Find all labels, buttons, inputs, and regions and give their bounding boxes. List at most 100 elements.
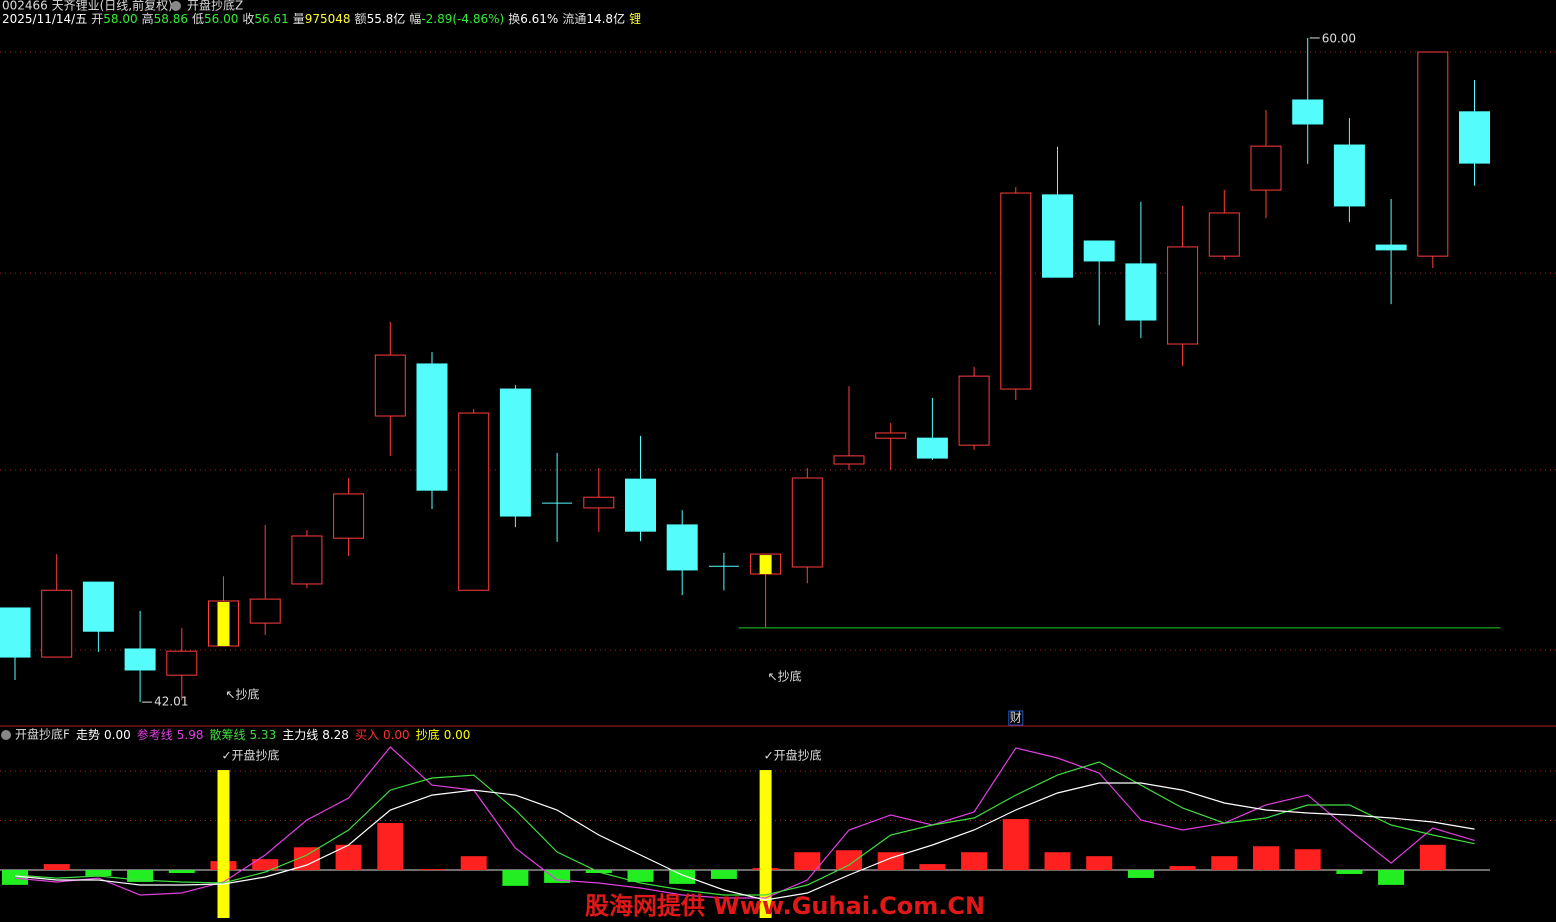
candle-body: [1459, 111, 1490, 164]
legend-name: 参考线: [137, 727, 173, 742]
trend-bar: [43, 864, 70, 871]
candle-body: [1000, 192, 1032, 390]
legend-name: 抄底: [416, 727, 440, 742]
trend-bar: [1211, 856, 1238, 871]
candle-body: [1292, 99, 1324, 125]
trend-bar: [710, 870, 737, 879]
quote-label: 锂: [629, 11, 641, 26]
candle-body: [166, 650, 198, 676]
candle-body: [416, 363, 448, 491]
quote-label: 额: [355, 12, 367, 26]
quote-label: 高: [142, 11, 154, 26]
signal-label: ✓开盘抄底: [222, 748, 280, 763]
event-marker: 财: [1010, 711, 1022, 725]
quote-value: 56.00: [204, 12, 238, 26]
candle-body: [666, 524, 698, 571]
legend-name: 走势: [76, 728, 100, 742]
trend-bar: [2, 870, 28, 885]
signal-bar: [217, 770, 230, 918]
candle-highlight: [759, 555, 772, 575]
quote-value: 14.8亿: [586, 11, 625, 26]
indicator-title: 开盘抄底F: [15, 727, 70, 742]
quote-label: 幅: [409, 11, 421, 26]
candle-body: [41, 589, 73, 658]
candle-body: [875, 432, 907, 439]
trend-bar: [168, 870, 195, 874]
quote-label: 低: [192, 12, 204, 26]
trend-bar: [669, 870, 696, 884]
candle-body: [958, 375, 990, 446]
legend-value: 0.00: [104, 728, 131, 742]
quote-value: -2.89(-4.86%): [421, 12, 504, 26]
candle-body: [583, 496, 615, 509]
trend-bar: [544, 870, 571, 883]
legend-value: 8.28: [322, 728, 349, 742]
candle-body: [791, 477, 823, 568]
candle-body: [333, 493, 365, 539]
candle-body: [458, 412, 490, 591]
candle-body: [1250, 145, 1282, 191]
trend-bar: [1378, 870, 1405, 885]
signal-annotation: ↖抄底: [768, 668, 802, 683]
trend-bar: [460, 856, 487, 871]
trend-bar: [1336, 870, 1363, 874]
candle-body: [625, 478, 656, 532]
quote-value: 6.61%: [520, 12, 558, 26]
event-marker-box: [1008, 710, 1024, 726]
candle-body: [1125, 263, 1157, 321]
candle-body: [1042, 194, 1073, 278]
trend-bar: [1419, 844, 1446, 871]
candle-body: [82, 581, 114, 632]
legend-value: 0.00: [383, 728, 410, 742]
menu-icon[interactable]: [171, 1, 181, 11]
trend-bar: [1044, 852, 1071, 871]
candle-body: [1417, 51, 1449, 257]
candle-body: [1083, 240, 1115, 262]
legend-name: 主力线: [282, 728, 318, 742]
legend-name: 买入: [355, 728, 379, 742]
legend-value: 5.98: [177, 728, 204, 742]
candle-body: [374, 354, 406, 417]
candle-body: [249, 598, 281, 624]
trend-bar: [252, 859, 279, 871]
candle-body: [124, 648, 156, 671]
trend-bar: [1253, 846, 1279, 871]
quote-label: 开: [91, 12, 103, 26]
trend-bar: [127, 870, 154, 882]
quote-label: 收: [242, 12, 254, 26]
menu-icon[interactable]: [1, 730, 11, 740]
indicator-name: 开盘抄底Z: [187, 0, 243, 13]
signal-annotation: ↖抄底: [226, 686, 260, 701]
indicator-line: [14, 746, 1475, 899]
quote-value: 975048: [305, 12, 351, 26]
trend-bar: [794, 852, 821, 871]
trend-bar: [335, 844, 362, 871]
candle-body: [833, 455, 865, 465]
quote-value: 58.00: [103, 12, 137, 26]
watermark: 股海网提供 Www.Guhai.Com.CN: [585, 892, 985, 920]
candle-body: [916, 437, 948, 459]
candle-body: [291, 535, 323, 585]
signal-label: ✓开盘抄底: [764, 748, 822, 763]
quote-label: 量: [293, 12, 305, 26]
quote-line: 2025/11/14/五 开58.00 高58.86 低56.00 收56.61 量975…: [2, 11, 641, 26]
trend-bar: [1086, 856, 1113, 871]
trend-bar: [627, 870, 654, 882]
quote-value: 2025/11/14/五: [2, 12, 87, 26]
candle-body: [1333, 144, 1365, 207]
candle-body: [0, 607, 31, 658]
indicator-line: [14, 782, 1475, 901]
quote-value: 56.61: [254, 12, 288, 26]
quote-label: 换: [508, 12, 520, 26]
trend-bar: [377, 823, 404, 871]
trend-bar: [961, 852, 988, 871]
trend-bar: [85, 870, 112, 876]
trend-bar: [419, 869, 445, 871]
quote-value: 58.86: [154, 12, 188, 26]
quote-value: 55.8亿: [367, 11, 406, 26]
legend: 走势 0.00 参考线 5.98 散筹线 5.33 主力线 8.28 买入 0.00 抄底 0.00: [76, 727, 470, 742]
trend-bar: [1294, 849, 1321, 871]
candle-body: [499, 388, 531, 517]
candle-highlight: [217, 601, 230, 646]
